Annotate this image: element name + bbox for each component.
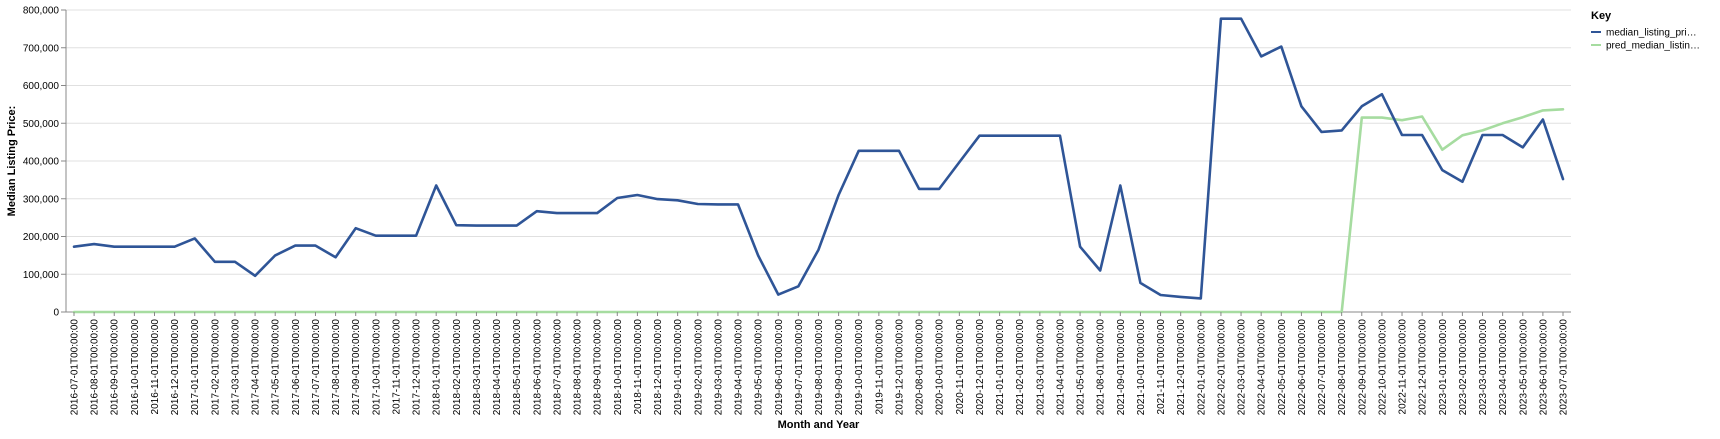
x-tick-label: 2021-10-01T00:00:00 — [1136, 319, 1147, 416]
x-tick-label: 2017-06-01T00:00:00 — [291, 319, 302, 416]
x-tick-label: 2022-07-01T00:00:00 — [1317, 319, 1328, 416]
series-line-pred-median-listing-price — [72, 108, 1565, 314]
y-tick-label: 700,000 — [23, 43, 60, 54]
x-tick-label: 2022-02-01T00:00:00 — [1216, 319, 1227, 416]
x-tick-label: 2019-02-01T00:00:00 — [693, 319, 704, 416]
x-tick-label: 2019-05-01T00:00:00 — [754, 319, 765, 416]
x-tick-label: 2019-08-01T00:00:00 — [814, 319, 825, 416]
x-tick-label: 2021-01-01T00:00:00 — [995, 319, 1006, 416]
x-tick-label: 2016-08-01T00:00:00 — [90, 319, 101, 416]
y-tick-label: 500,000 — [23, 119, 60, 130]
x-tick-label: 2018-06-01T00:00:00 — [532, 319, 543, 416]
x-tick-label: 2022-06-01T00:00:00 — [1297, 319, 1308, 416]
legend-items: median_listing_pri… pred_median_listin… — [1591, 28, 1700, 52]
y-tick-label: 400,000 — [23, 157, 60, 168]
x-tick-label: 2016-10-01T00:00:00 — [130, 319, 141, 416]
x-tick-label: 2023-04-01T00:00:00 — [1498, 319, 1509, 416]
x-tick-label: 2019-10-01T00:00:00 — [854, 319, 865, 416]
x-tick-label: 2022-05-01T00:00:00 — [1277, 319, 1288, 416]
x-tick-label: 2019-11-01T00:00:00 — [874, 319, 885, 415]
x-tick-label: 2018-05-01T00:00:00 — [512, 319, 523, 416]
x-tick-label: 2023-06-01T00:00:00 — [1538, 319, 1549, 416]
x-tick-label: 2021-09-01T00:00:00 — [1116, 319, 1127, 416]
x-tick-label: 2018-10-01T00:00:00 — [613, 319, 624, 416]
x-tick-label: 2017-08-01T00:00:00 — [331, 319, 342, 416]
legend-label: median_listing_pri… — [1606, 28, 1697, 39]
x-tick-label: 2022-01-01T00:00:00 — [1196, 319, 1207, 416]
x-tick-label: 2021-02-01T00:00:00 — [1015, 319, 1026, 416]
x-tick-label: 2017-01-01T00:00:00 — [190, 319, 201, 416]
x-tick-label: 2023-02-01T00:00:00 — [1458, 319, 1469, 416]
x-tick-label: 2019-04-01T00:00:00 — [734, 319, 745, 416]
x-tick-label: 2018-09-01T00:00:00 — [593, 319, 604, 416]
y-tick-label: 300,000 — [23, 194, 60, 205]
legend: Key median_listing_pri… pred_median_listi… — [1591, 10, 1700, 52]
x-tick-label: 2022-03-01T00:00:00 — [1237, 319, 1248, 416]
legend-label: pred_median_listin… — [1606, 41, 1700, 52]
x-tick-label: 2022-08-01T00:00:00 — [1337, 319, 1348, 416]
series-line-median-listing-price — [72, 17, 1565, 300]
x-tick-label: 2021-05-01T00:00:00 — [1076, 319, 1087, 416]
y-tick-label: 800,000 — [23, 6, 60, 17]
y-tick-label: 200,000 — [23, 232, 60, 243]
x-tick-label: 2018-11-01T00:00:00 — [633, 319, 644, 415]
series-lines — [72, 17, 1565, 314]
y-axis-title: Median Listing Price: — [6, 106, 18, 217]
x-tick-label: 2022-04-01T00:00:00 — [1257, 319, 1268, 416]
x-tick-label: 2019-07-01T00:00:00 — [794, 319, 805, 416]
x-tick-label: 2016-11-01T00:00:00 — [150, 319, 161, 415]
x-tick-label: 2019-01-01T00:00:00 — [673, 319, 684, 416]
x-tick-label: 2017-04-01T00:00:00 — [251, 319, 262, 416]
x-tick-label: 2021-04-01T00:00:00 — [1055, 319, 1066, 416]
x-axis-title: Month and Year — [778, 419, 860, 431]
x-tick-label: 2023-05-01T00:00:00 — [1518, 319, 1529, 416]
x-tick-label: 2017-02-01T00:00:00 — [210, 319, 221, 416]
x-tick-label: 2017-11-01T00:00:00 — [391, 319, 402, 415]
x-tick-label: 2016-07-01T00:00:00 — [70, 319, 81, 416]
y-tick-label: 0 — [53, 308, 59, 319]
x-tick-label: 2018-01-01T00:00:00 — [432, 319, 443, 416]
x-tick-label: 2019-09-01T00:00:00 — [834, 319, 845, 416]
x-tick-label: 2020-11-01T00:00:00 — [955, 319, 966, 415]
y-tick-labels: 0 100,000 200,000 300,000 400,000 500,000 600,… — [23, 6, 66, 319]
x-tick-label: 2016-12-01T00:00:00 — [170, 319, 181, 416]
x-tick-label: 2019-06-01T00:00:00 — [774, 319, 785, 416]
x-tick-label: 2017-05-01T00:00:00 — [271, 319, 282, 416]
x-tick-label: 2018-12-01T00:00:00 — [653, 319, 664, 416]
x-tick-label: 2021-11-01T00:00:00 — [1156, 319, 1167, 415]
x-tick-label: 2018-04-01T00:00:00 — [492, 319, 503, 416]
x-tick-label: 2017-12-01T00:00:00 — [412, 319, 423, 416]
x-tick-label: 2017-10-01T00:00:00 — [371, 319, 382, 416]
x-tick-label: 2020-12-01T00:00:00 — [975, 319, 986, 416]
x-tick-label: 2019-12-01T00:00:00 — [894, 319, 905, 416]
x-tick-label: 2018-03-01T00:00:00 — [472, 319, 483, 416]
x-tick-label: 2021-12-01T00:00:00 — [1176, 319, 1187, 416]
x-tick-label: 2020-08-01T00:00:00 — [915, 319, 926, 416]
x-tick-label: 2022-11-01T00:00:00 — [1398, 319, 1409, 415]
x-tick-label: 2023-01-01T00:00:00 — [1438, 319, 1449, 416]
x-tick-label: 2022-09-01T00:00:00 — [1357, 319, 1368, 416]
legend-title: Key — [1591, 10, 1612, 22]
x-tick-label: 2022-12-01T00:00:00 — [1418, 319, 1429, 416]
x-tick-label: 2021-08-01T00:00:00 — [1096, 319, 1107, 416]
y-tick-label: 100,000 — [23, 270, 60, 281]
x-tick-label: 2017-09-01T00:00:00 — [351, 319, 362, 416]
x-tick-label: 2018-02-01T00:00:00 — [452, 319, 463, 416]
y-tick-label: 600,000 — [23, 81, 60, 92]
x-tick-label: 2021-03-01T00:00:00 — [1035, 319, 1046, 416]
x-tick-label: 2023-03-01T00:00:00 — [1478, 319, 1489, 416]
x-tick-label: 2022-10-01T00:00:00 — [1377, 319, 1388, 416]
x-tick-label: 2017-07-01T00:00:00 — [311, 319, 322, 416]
x-tick-label: 2020-10-01T00:00:00 — [935, 319, 946, 416]
x-tick-label: 2019-03-01T00:00:00 — [713, 319, 724, 416]
gridlines — [66, 9, 1571, 313]
x-tick-label: 2018-08-01T00:00:00 — [573, 319, 584, 416]
x-tick-labels: 2016-07-01T00:00:00 2016-08-01T00:00:00 20… — [70, 312, 1570, 415]
x-tick-label: 2017-03-01T00:00:00 — [230, 319, 241, 416]
x-tick-label: 2023-07-01T00:00:00 — [1559, 319, 1570, 416]
x-tick-label: 2016-09-01T00:00:00 — [110, 319, 121, 416]
x-tick-label: 2018-07-01T00:00:00 — [552, 319, 563, 416]
